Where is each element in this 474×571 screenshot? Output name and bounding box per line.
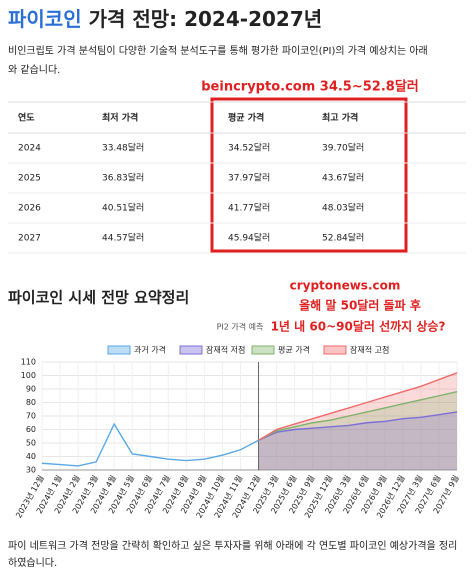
table-header: 연도 [18, 113, 35, 124]
table-cell: 52.84달러 [322, 232, 364, 244]
title-rest: 가격 전망: 2024-2027년 [89, 7, 323, 31]
annotation: beincrypto.com 34.5~52.8달러 [201, 79, 419, 95]
table-cell: 45.94달러 [228, 232, 270, 244]
table-cell: 2026 [18, 204, 41, 214]
y-tick-label: 80 [26, 398, 36, 407]
table-cell: 34.52달러 [228, 142, 270, 154]
footer-line: 하였습니다. [8, 556, 57, 569]
area [258, 372, 457, 470]
series-line [41, 422, 259, 467]
legend-label: 잠재적 고점 [350, 345, 389, 355]
series-line [258, 372, 458, 441]
y-tick-label: 30 [26, 466, 36, 475]
area [258, 391, 457, 470]
legend-swatch [323, 345, 347, 355]
y-tick-label: 100 [21, 371, 36, 380]
annotation: 1년 내 60~90달러 선까지 상승? [271, 319, 446, 334]
annotation: cryptonews.com [290, 279, 401, 293]
table-cell: 43.67달러 [322, 172, 364, 184]
table-cell: 36.83달러 [102, 172, 144, 184]
section-title: 파이코인 시세 전망 요약정리 [8, 289, 189, 307]
area [258, 411, 457, 470]
table-cell: 39.70달러 [322, 142, 364, 154]
y-tick-label: 40 [26, 452, 36, 461]
series-line [258, 391, 458, 441]
highlight-box [210, 97, 408, 253]
table-cell: 41.77달러 [228, 202, 270, 214]
intro-line: 와 같습니다. [8, 64, 60, 76]
legend-swatch [251, 345, 275, 355]
table-cell: 33.48달러 [102, 142, 144, 154]
legend-swatch [107, 345, 131, 355]
intro-line: 비인크립토 가격 분석팀이 다양한 기술적 분석도구를 통해 평가한 파이코인(… [8, 44, 428, 57]
y-tick-label: 90 [26, 385, 36, 394]
legend-swatch [179, 345, 203, 355]
title-highlight: 파이코인 [8, 7, 82, 31]
table-header: 최저 가격 [102, 112, 138, 124]
series-line [258, 411, 458, 441]
chart-title: PI2 가격 예측 [217, 322, 264, 332]
table-header: 최고 가격 [322, 112, 358, 124]
annotation: 올해 말 50달러 돌파 후 [299, 298, 421, 313]
table-cell: 2027 [18, 234, 41, 244]
table-cell: 2024 [18, 144, 41, 154]
table-cell: 40.51달러 [102, 202, 144, 214]
legend-label: 잠재적 저점 [206, 345, 245, 355]
table-cell: 44.57달러 [102, 232, 144, 244]
y-tick-label: 70 [26, 412, 36, 421]
y-tick-label: 50 [26, 439, 36, 448]
page-title: 파이코인 가격 전망: 2024-2027년 [8, 7, 322, 31]
y-tick-label: 110 [21, 358, 36, 367]
table-cell: 37.97달러 [228, 172, 270, 184]
y-tick-label: 60 [26, 425, 36, 434]
table-cell: 2025 [18, 174, 41, 184]
legend-label: 평균 가격 [278, 345, 310, 355]
legend-label: 과거 가격 [134, 345, 166, 355]
table-header: 평균 가격 [228, 112, 264, 124]
footer-line: 파이 네트워크 가격 전망을 간략히 확인하고 싶은 투자자를 위해 아래에 각… [8, 539, 457, 552]
table-cell: 48.03달러 [322, 202, 364, 214]
